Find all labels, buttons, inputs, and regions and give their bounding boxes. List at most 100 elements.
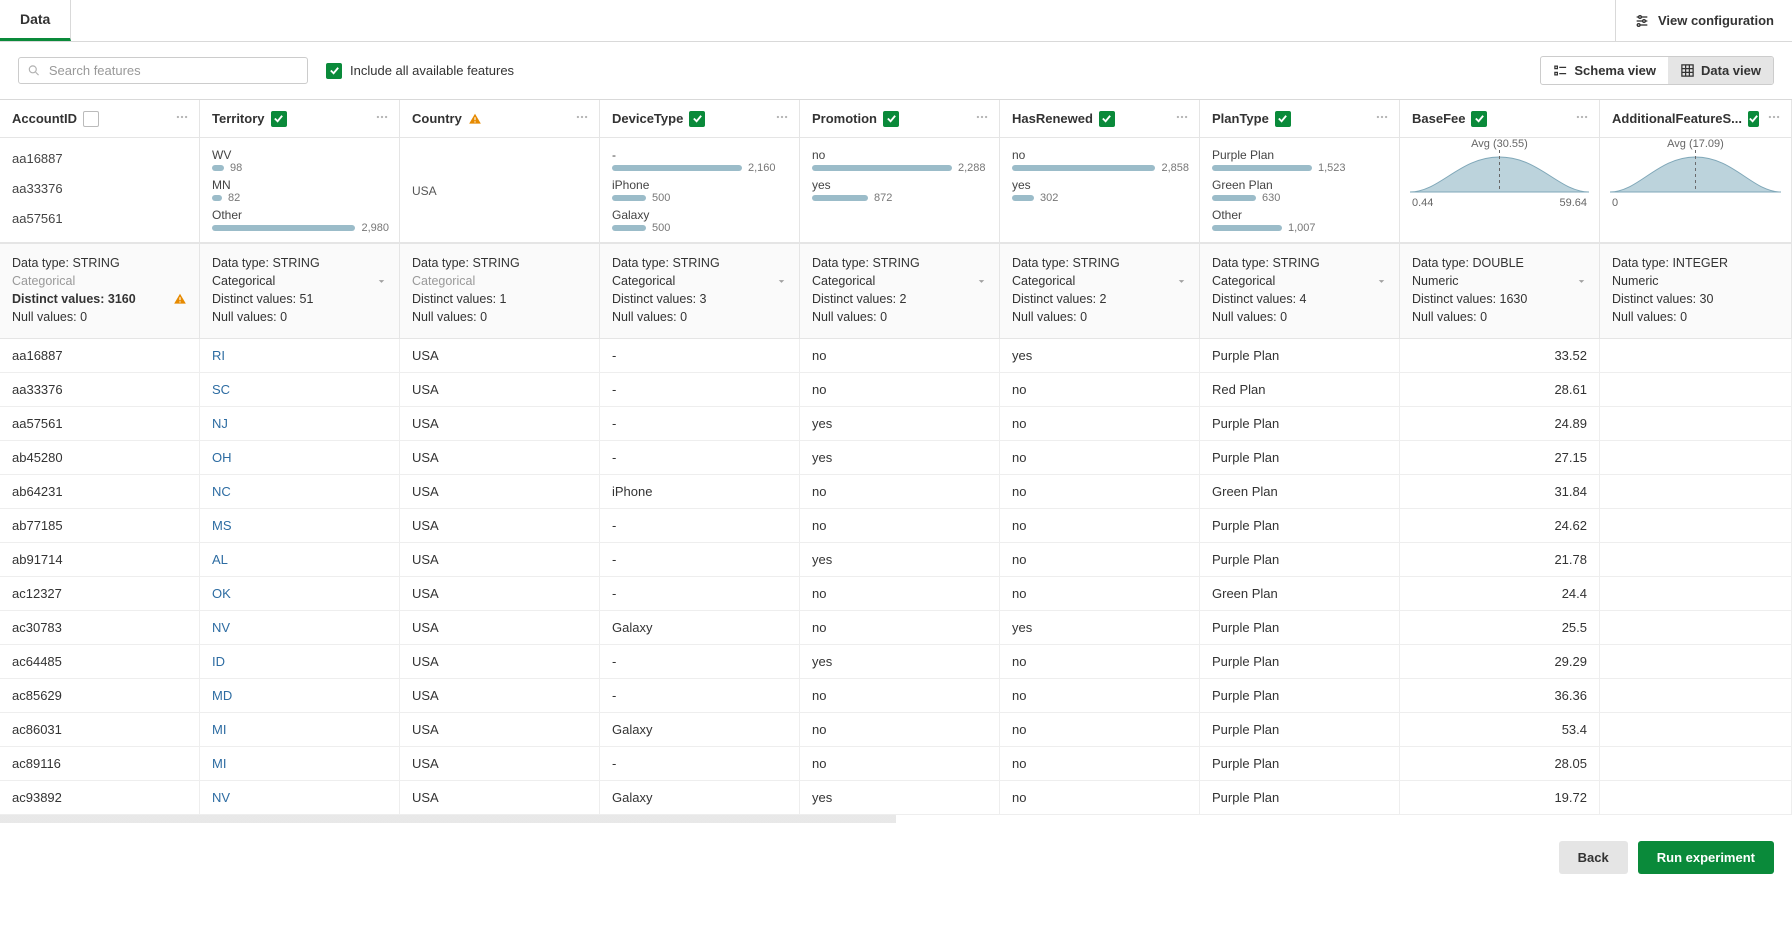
column-menu-icon[interactable] <box>1765 110 1783 127</box>
data-view-button[interactable]: Data view <box>1668 57 1773 84</box>
tab-data[interactable]: Data <box>0 0 71 41</box>
table-row: aa57561NJUSA-yesnoPurple Plan24.89 <box>0 407 1792 441</box>
schema-view-button[interactable]: Schema view <box>1541 57 1668 84</box>
cell-AccountID: ab45280 <box>0 441 200 475</box>
view-configuration-button[interactable]: View configuration <box>1615 0 1792 41</box>
include-all-checkbox[interactable]: Include all available features <box>326 63 514 79</box>
column-checkbox[interactable] <box>883 111 899 127</box>
cell-BaseFee: 21.78 <box>1400 543 1600 577</box>
column-meta-HasRenewed: Data type: STRINGCategoricalDistinct val… <box>1000 243 1200 339</box>
sample-values: aa16887aa33376aa57561 <box>0 138 199 234</box>
back-button[interactable]: Back <box>1559 841 1628 874</box>
column-menu-icon[interactable] <box>973 110 991 127</box>
column-title: BaseFee <box>1412 111 1465 126</box>
distinct-values: Distinct values: 2 <box>1012 292 1187 306</box>
hist-bar <box>212 225 355 231</box>
column-menu-icon[interactable] <box>573 110 591 127</box>
hist-value: 2,160 <box>748 162 776 174</box>
cell-DeviceType: iPhone <box>600 475 800 509</box>
cell-BaseFee: 25.5 <box>1400 611 1600 645</box>
column-menu-icon[interactable] <box>1373 110 1391 127</box>
column-title: Promotion <box>812 111 877 126</box>
data-type-label: Data type: INTEGER <box>1612 256 1779 270</box>
hist-label: Green Plan <box>1212 178 1389 192</box>
cell-BaseFee: 24.4 <box>1400 577 1600 611</box>
feature-type-select[interactable]: Numeric <box>1412 274 1587 288</box>
run-experiment-button[interactable]: Run experiment <box>1638 841 1774 874</box>
horizontal-scrollbar[interactable] <box>0 815 1792 823</box>
hist-value: 500 <box>652 222 670 234</box>
cell-Country: USA <box>400 781 600 815</box>
column-menu-icon[interactable] <box>773 110 791 127</box>
cell-DeviceType: - <box>600 441 800 475</box>
cell-DeviceType: - <box>600 577 800 611</box>
cell-Country: USA <box>400 543 600 577</box>
column-header-Territory: Territory <box>200 100 400 138</box>
feature-type-select[interactable]: Categorical <box>212 274 387 288</box>
cell-AdditionalFeatureS <box>1600 781 1792 815</box>
avg-label: Avg (30.55) <box>1471 138 1528 150</box>
table-row: ac30783NVUSAGalaxynoyesPurple Plan25.5 <box>0 611 1792 645</box>
cell-AdditionalFeatureS <box>1600 441 1792 475</box>
column-checkbox[interactable] <box>689 111 705 127</box>
hist-label: no <box>812 148 989 162</box>
column-checkbox[interactable] <box>1275 111 1291 127</box>
hist-value: 98 <box>230 162 242 174</box>
column-menu-icon[interactable] <box>1173 110 1191 127</box>
cell-PlanType: Purple Plan <box>1200 543 1400 577</box>
data-type-label: Data type: STRING <box>812 256 987 270</box>
null-values: Null values: 0 <box>1212 310 1387 324</box>
null-values: Null values: 0 <box>412 310 587 324</box>
column-checkbox[interactable] <box>271 111 287 127</box>
cell-Country: USA <box>400 679 600 713</box>
column-header-AccountID: AccountID <box>0 100 200 138</box>
feature-type-select[interactable]: Numeric <box>1612 274 1779 288</box>
hist-bar <box>1212 195 1256 201</box>
column-title: AdditionalFeatureS... <box>1612 111 1742 126</box>
cell-Promotion: no <box>800 509 1000 543</box>
column-checkbox[interactable] <box>83 111 99 127</box>
hist-bar <box>812 195 868 201</box>
hist-value: 2,288 <box>958 162 986 174</box>
cell-Country: USA <box>400 475 600 509</box>
cell-DeviceType: - <box>600 407 800 441</box>
cell-PlanType: Purple Plan <box>1200 509 1400 543</box>
column-menu-icon[interactable] <box>373 110 391 127</box>
column-hist-AdditionalFeatureS: Avg (17.09)0 <box>1600 138 1792 243</box>
hist-label: yes <box>1012 178 1189 192</box>
cell-AccountID: aa33376 <box>0 373 200 407</box>
feature-type-select[interactable]: Categorical <box>812 274 987 288</box>
feature-type-select[interactable]: Categorical <box>1212 274 1387 288</box>
cell-DeviceType: - <box>600 747 800 781</box>
column-menu-icon[interactable] <box>1573 110 1591 127</box>
cell-AccountID: ac89116 <box>0 747 200 781</box>
hist-bar <box>212 165 224 171</box>
cell-Promotion: yes <box>800 543 1000 577</box>
table-row: ac85629MDUSA-nonoPurple Plan36.36 <box>0 679 1792 713</box>
cell-BaseFee: 19.72 <box>1400 781 1600 815</box>
column-checkbox[interactable] <box>1748 111 1759 127</box>
hist-bar <box>612 165 742 171</box>
cell-AccountID: aa16887 <box>0 339 200 373</box>
hist-bar <box>612 225 646 231</box>
cell-DeviceType: Galaxy <box>600 781 800 815</box>
column-checkbox[interactable] <box>1471 111 1487 127</box>
cell-HasRenewed: no <box>1000 373 1200 407</box>
column-menu-icon[interactable] <box>173 110 191 127</box>
cell-Territory: NV <box>200 611 400 645</box>
cell-Promotion: no <box>800 747 1000 781</box>
search-features[interactable] <box>18 57 308 84</box>
include-all-label: Include all available features <box>350 63 514 78</box>
table-row: ac93892NVUSAGalaxyyesnoPurple Plan19.72 <box>0 781 1792 815</box>
null-values: Null values: 0 <box>1412 310 1587 324</box>
table-row: ac86031MIUSAGalaxynonoPurple Plan53.4 <box>0 713 1792 747</box>
search-input[interactable] <box>47 62 299 79</box>
feature-type-select[interactable]: Categorical <box>1012 274 1187 288</box>
table-row: aa16887RIUSA-noyesPurple Plan33.52 <box>0 339 1792 373</box>
hist-label: Galaxy <box>612 208 789 222</box>
cell-Territory: NV <box>200 781 400 815</box>
feature-type-select[interactable]: Categorical <box>612 274 787 288</box>
column-checkbox[interactable] <box>1099 111 1115 127</box>
cell-Territory: RI <box>200 339 400 373</box>
cell-HasRenewed: no <box>1000 781 1200 815</box>
